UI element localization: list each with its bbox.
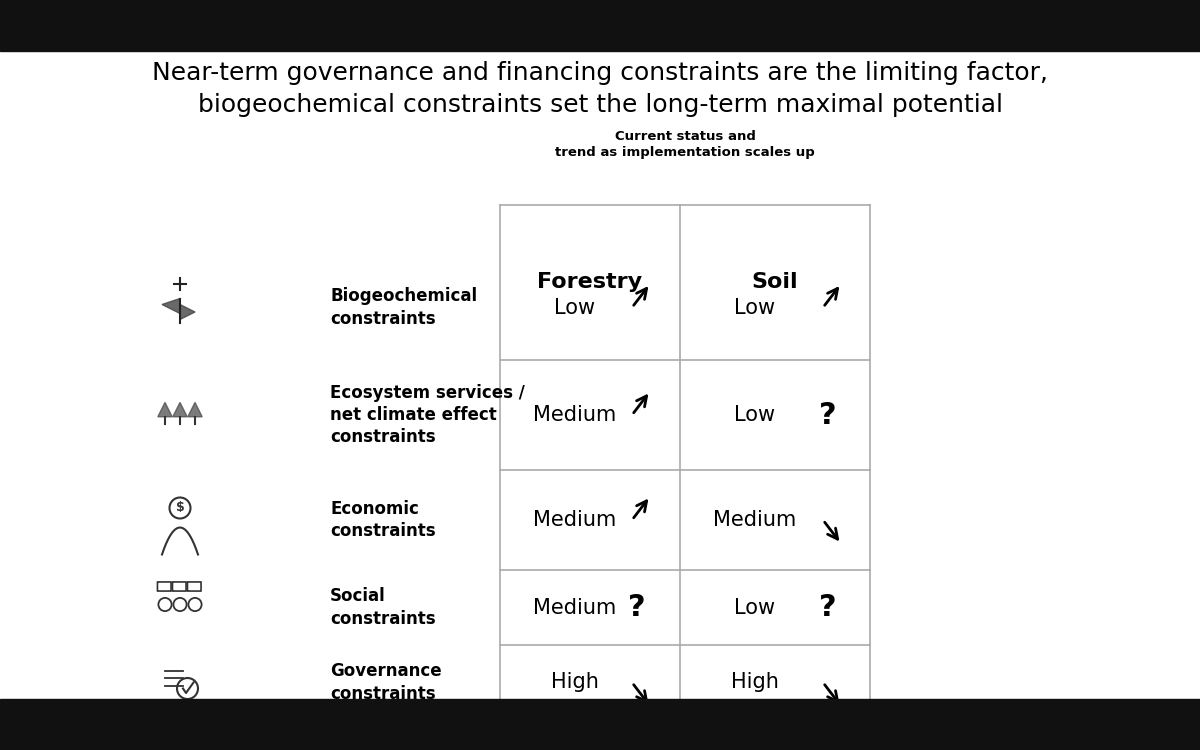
- Text: Medium: Medium: [533, 598, 617, 617]
- Text: Ecosystem services /
net climate effect
constraints: Ecosystem services / net climate effect …: [330, 384, 524, 446]
- Text: Low: Low: [554, 298, 595, 317]
- Polygon shape: [180, 304, 194, 320]
- Text: ?: ?: [628, 593, 646, 622]
- Bar: [0, 699, 1200, 750]
- Text: Biogeochemical
constraints: Biogeochemical constraints: [330, 287, 478, 328]
- Polygon shape: [158, 403, 173, 417]
- Text: Medium: Medium: [713, 510, 797, 530]
- Text: Soil: Soil: [751, 272, 798, 292]
- Text: Forestry: Forestry: [538, 272, 642, 292]
- Text: High: High: [551, 673, 599, 692]
- Polygon shape: [162, 298, 180, 314]
- Text: Low: Low: [734, 598, 775, 617]
- Text: Near-term governance and financing constraints are the limiting factor,
biogeoch: Near-term governance and financing const…: [152, 61, 1048, 116]
- Polygon shape: [173, 403, 187, 417]
- Text: High: High: [731, 673, 779, 692]
- Polygon shape: [188, 403, 202, 417]
- Text: Low: Low: [734, 298, 775, 317]
- Text: Governance
constraints: Governance constraints: [330, 662, 442, 703]
- Text: ?: ?: [820, 400, 836, 430]
- Text: Medium: Medium: [533, 405, 617, 425]
- Text: $: $: [175, 502, 185, 515]
- Text: Economic
constraints: Economic constraints: [330, 500, 436, 540]
- Text: Current status and
trend as implementation scales up: Current status and trend as implementati…: [556, 130, 815, 159]
- Text: Medium: Medium: [533, 510, 617, 530]
- Text: Social
constraints: Social constraints: [330, 587, 436, 628]
- Bar: [0, 0, 1200, 51]
- Text: ?: ?: [820, 593, 836, 622]
- Text: Low: Low: [734, 405, 775, 425]
